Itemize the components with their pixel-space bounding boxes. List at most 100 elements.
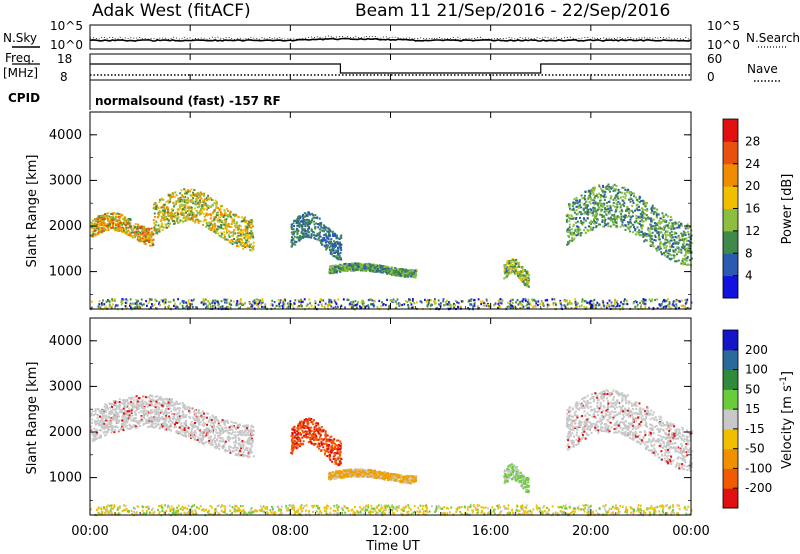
power-point <box>160 223 163 226</box>
power-point <box>389 272 392 275</box>
power-point <box>94 228 96 231</box>
power-point <box>301 215 304 218</box>
power-point <box>219 210 222 213</box>
power-point <box>313 223 316 226</box>
power-point <box>186 218 189 221</box>
power-point <box>237 225 240 228</box>
power-point <box>296 236 299 239</box>
power-point <box>672 243 674 245</box>
velocity-point <box>194 430 197 433</box>
power-point <box>97 215 100 218</box>
velocity-point <box>103 405 106 408</box>
power-point <box>142 231 145 234</box>
power-point <box>165 211 168 214</box>
power-point <box>178 197 181 200</box>
power-point <box>570 307 573 310</box>
power-point <box>102 299 104 302</box>
power-point <box>90 221 93 224</box>
power-point <box>238 307 240 310</box>
power-point <box>239 302 242 305</box>
power-point <box>139 226 142 229</box>
power-point <box>100 302 103 305</box>
power-point <box>333 233 336 236</box>
power-point <box>628 214 631 217</box>
power-point <box>640 304 643 307</box>
power-point <box>425 300 428 303</box>
velocity-point <box>251 445 254 448</box>
power-point <box>585 231 588 234</box>
power-point <box>180 219 183 222</box>
power-point <box>572 238 575 241</box>
velocity-point <box>133 399 136 402</box>
power-point <box>170 216 173 219</box>
power-point <box>278 302 280 305</box>
power-point <box>528 307 530 310</box>
power-point <box>195 215 198 218</box>
velocity-point <box>192 436 195 439</box>
power-point <box>145 232 148 235</box>
power-point <box>261 301 264 304</box>
power-point <box>507 267 510 270</box>
power-point <box>525 270 528 273</box>
power-point <box>686 307 689 310</box>
power-point <box>98 216 101 219</box>
power-point <box>154 208 157 210</box>
power-point <box>165 226 168 229</box>
power-point <box>670 226 673 229</box>
power-point <box>127 226 130 229</box>
power-point <box>344 270 347 273</box>
power-point <box>174 302 176 305</box>
velocity-point <box>149 412 152 415</box>
velocity-point <box>168 415 171 418</box>
power-point <box>321 239 324 242</box>
power-point <box>380 271 383 274</box>
power-point <box>194 203 196 206</box>
velocity-point <box>237 431 239 434</box>
power-point <box>554 301 557 304</box>
power-point <box>360 266 363 269</box>
velocity-point <box>250 424 253 427</box>
freq-left-tick-low: 8 <box>60 70 68 84</box>
power-point <box>105 223 108 226</box>
power-point <box>571 228 574 231</box>
power-point <box>225 231 228 234</box>
power-point <box>141 239 144 242</box>
power-point <box>628 198 631 201</box>
power-point <box>395 300 397 303</box>
power-point <box>164 301 167 304</box>
power-point <box>186 189 189 192</box>
power-point <box>598 303 601 306</box>
power-point <box>314 227 317 230</box>
power-point <box>229 211 232 214</box>
power-point <box>223 209 226 212</box>
power-point <box>303 298 306 301</box>
power-point <box>157 216 160 218</box>
power-colorbar-swatch <box>723 141 738 165</box>
power-point <box>255 303 258 307</box>
power-point <box>227 215 230 218</box>
power-point <box>197 202 200 205</box>
power-point <box>415 269 418 272</box>
velocity-point <box>248 455 251 458</box>
power-point <box>518 271 521 274</box>
power-point <box>583 300 586 303</box>
power-point <box>261 305 263 308</box>
power-point <box>354 266 357 269</box>
power-point <box>398 302 400 305</box>
power-point <box>319 224 322 227</box>
power-point <box>551 298 554 301</box>
power-point <box>234 232 237 235</box>
power-point <box>659 227 662 230</box>
power-point <box>642 215 645 218</box>
power-point <box>336 305 339 308</box>
power-point <box>663 225 666 228</box>
power-point <box>178 205 181 208</box>
power-point <box>589 228 592 231</box>
power-point <box>622 225 625 228</box>
power-point <box>211 204 214 207</box>
power-point <box>143 228 146 231</box>
power-point <box>453 306 455 309</box>
power-point <box>143 241 146 243</box>
power-point <box>631 192 634 195</box>
power-point <box>507 266 510 269</box>
